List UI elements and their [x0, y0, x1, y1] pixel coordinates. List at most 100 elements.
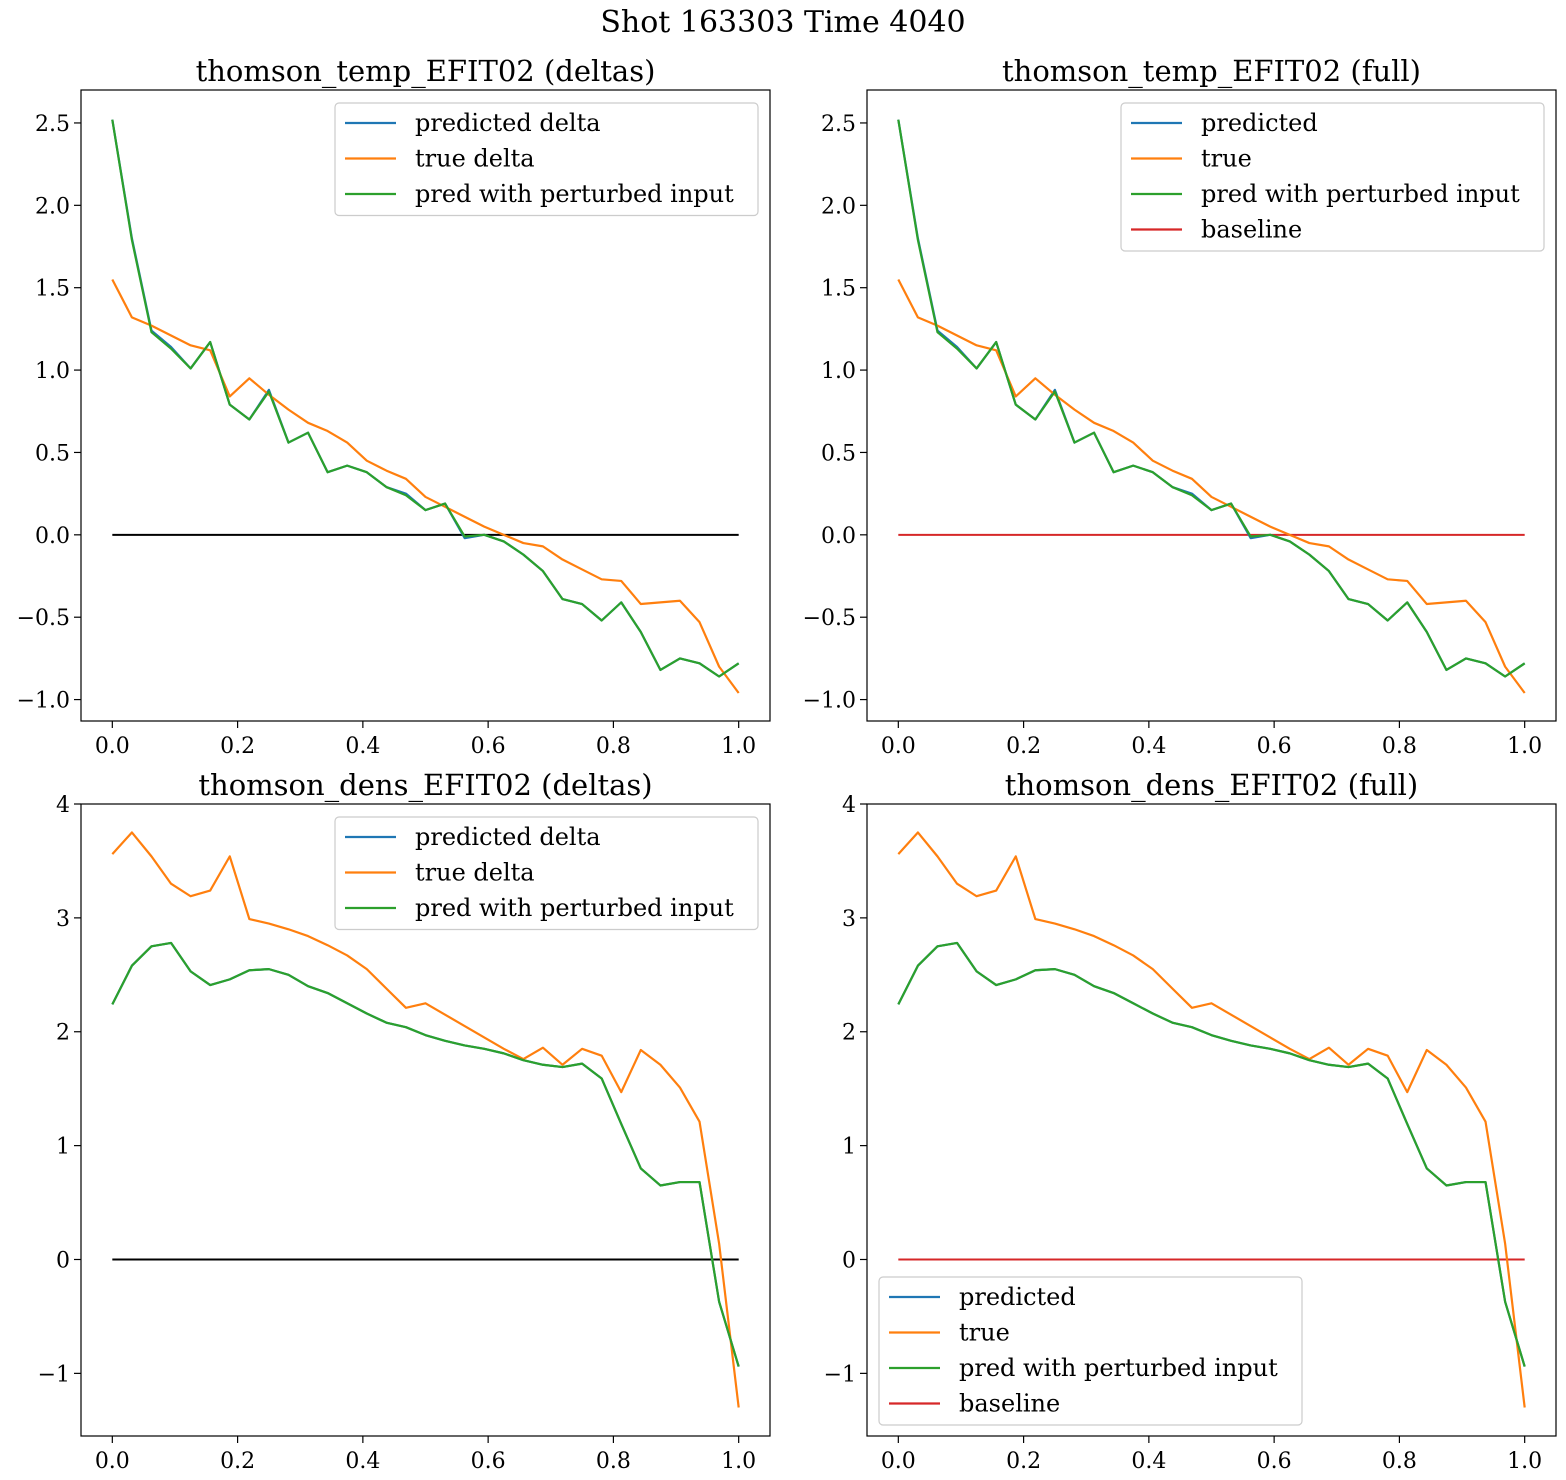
- x-tick-label: 0.6: [471, 1449, 506, 1474]
- y-tick-label: −0.5: [803, 606, 856, 631]
- legend: predicted delta true delta pred with pertu…: [334, 102, 759, 217]
- y-tick-label: 3: [56, 907, 70, 932]
- legend-label: predicted delta: [415, 109, 601, 137]
- y-tick-label: 2: [842, 1021, 856, 1046]
- legend-label: true delta: [415, 859, 535, 887]
- subplot-title: thomson_temp_EFIT02 (full): [1002, 54, 1421, 89]
- x-tick-label: 1.0: [1507, 734, 1542, 759]
- y-tick-label: −1: [824, 1362, 856, 1387]
- y-tick-label: 2.5: [821, 112, 856, 137]
- legend-label: pred with perturbed input: [1201, 180, 1520, 208]
- series-line-true: [111, 831, 740, 1408]
- legend: predicted true pred with perturbed input ba…: [1120, 102, 1545, 252]
- x-tick-label: 0.2: [1006, 734, 1041, 759]
- series-line-true: [897, 831, 1526, 1408]
- x-tick-label: 0.0: [881, 734, 916, 759]
- y-tick-label: 0.5: [35, 441, 70, 466]
- x-tick-label: 0.4: [345, 734, 380, 759]
- legend-label: pred with perturbed input: [959, 1354, 1278, 1382]
- y-tick-label: 4: [56, 793, 70, 818]
- legend-box: [334, 102, 759, 217]
- subplot-title: thomson_temp_EFIT02 (deltas): [196, 54, 656, 89]
- x-tick-label: 0.8: [1382, 1449, 1417, 1474]
- x-tick-label: 0.4: [345, 1449, 380, 1474]
- legend-box: [1120, 102, 1545, 252]
- x-tick-label: 0.2: [220, 1449, 255, 1474]
- y-tick-label: −1.0: [803, 689, 856, 714]
- y-tick-label: −1.0: [17, 689, 70, 714]
- legend-label: baseline: [959, 1390, 1060, 1418]
- subplot-grid: thomson_temp_EFIT02 (deltas) 0.0 0.2 0.4 0.6…: [17, 54, 1557, 1474]
- y-tick-label: 1: [56, 1135, 70, 1160]
- subplot-title: thomson_dens_EFIT02 (full): [1005, 768, 1418, 803]
- legend-label: true: [959, 1319, 1010, 1347]
- y-tick-label: 1.5: [821, 277, 856, 302]
- y-tick-label: 0: [842, 1248, 856, 1273]
- plot-area: [111, 119, 740, 694]
- series-line-perturbed: [897, 941, 1526, 1367]
- legend-label: true: [1201, 145, 1252, 173]
- y-tick-label: 2: [56, 1021, 70, 1046]
- y-tick-label: −1: [38, 1362, 70, 1387]
- axes-frame: [80, 803, 771, 1437]
- figure-suptitle: Shot 163303 Time 4040: [600, 5, 965, 40]
- series-line-predicted: [111, 941, 740, 1367]
- subplot-3: thomson_dens_EFIT02 (deltas) 0.0 0.2 0.4 0.6…: [38, 768, 771, 1474]
- legend-label: true delta: [415, 145, 535, 173]
- series-line-true: [111, 278, 740, 694]
- legend-label: pred with perturbed input: [415, 894, 734, 922]
- x-tick-label: 0.2: [1006, 1449, 1041, 1474]
- series-line-perturbed: [897, 119, 1526, 678]
- series-line-true: [897, 278, 1526, 694]
- subplot-4: thomson_dens_EFIT02 (full) 0.0 0.2 0.4 0.6 0.…: [824, 768, 1557, 1474]
- subplot-2: thomson_temp_EFIT02 (full) 0.0 0.2 0.4 0.6 0.…: [803, 54, 1557, 759]
- y-tick-label: −0.5: [17, 606, 70, 631]
- y-tick-label: 0.0: [35, 524, 70, 549]
- legend: predicted delta true delta pred with pertu…: [334, 816, 759, 931]
- axes-frame: [866, 89, 1557, 722]
- axes-frame: [80, 89, 771, 722]
- x-tick-label: 0.6: [1257, 734, 1292, 759]
- y-tick-label: 1.0: [821, 359, 856, 384]
- legend-box: [334, 816, 759, 931]
- x-tick-label: 0.2: [220, 734, 255, 759]
- y-tick-label: 2.5: [35, 112, 70, 137]
- y-tick-label: 3: [842, 907, 856, 932]
- x-tick-label: 1.0: [1507, 1449, 1542, 1474]
- x-tick-label: 1.0: [721, 734, 756, 759]
- legend-label: predicted: [1201, 109, 1318, 137]
- y-tick-label: 4: [842, 793, 856, 818]
- x-tick-label: 0.8: [596, 1449, 631, 1474]
- x-tick-label: 0.6: [1257, 1449, 1292, 1474]
- x-tick-label: 0.0: [95, 734, 130, 759]
- subplot-title: thomson_dens_EFIT02 (deltas): [198, 768, 652, 803]
- x-tick-label: 0.0: [95, 1449, 130, 1474]
- x-tick-label: 0.8: [1382, 734, 1417, 759]
- x-tick-label: 0.8: [596, 734, 631, 759]
- axes-frame: [866, 803, 1557, 1437]
- y-tick-label: 0: [56, 1248, 70, 1273]
- x-tick-label: 0.4: [1131, 734, 1166, 759]
- legend: predicted true pred with perturbed input ba…: [878, 1276, 1303, 1426]
- x-tick-label: 1.0: [721, 1449, 756, 1474]
- y-tick-label: 1.0: [35, 359, 70, 384]
- x-tick-label: 0.0: [881, 1449, 916, 1474]
- legend-box: [878, 1276, 1303, 1426]
- y-tick-label: 0.0: [821, 524, 856, 549]
- y-tick-label: 2.0: [35, 194, 70, 219]
- series-line-perturbed: [111, 119, 740, 678]
- subplot-1: thomson_temp_EFIT02 (deltas) 0.0 0.2 0.4 0.6…: [17, 54, 771, 759]
- legend-label: predicted delta: [415, 823, 601, 851]
- y-tick-label: 2.0: [821, 194, 856, 219]
- y-tick-label: 1: [842, 1135, 856, 1160]
- plot-area: [897, 831, 1526, 1408]
- y-tick-label: 0.5: [821, 441, 856, 466]
- plot-area: [897, 119, 1526, 694]
- legend-label: pred with perturbed input: [415, 180, 734, 208]
- y-tick-label: 1.5: [35, 277, 70, 302]
- legend-label: baseline: [1201, 216, 1302, 244]
- plot-area: [111, 831, 740, 1408]
- x-tick-label: 0.6: [471, 734, 506, 759]
- x-tick-label: 0.4: [1131, 1449, 1166, 1474]
